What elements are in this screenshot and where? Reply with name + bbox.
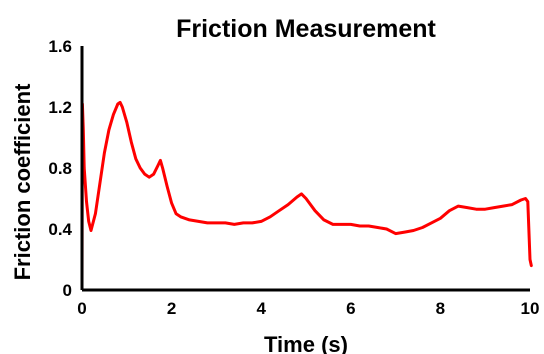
- x-axis-ticks: 0 2 4 6 8 10: [77, 299, 539, 318]
- x-tick-label: 10: [521, 299, 540, 318]
- friction-series-line: [80, 100, 533, 289]
- y-tick-label: 0.4: [48, 220, 72, 239]
- x-tick-label: 8: [436, 299, 445, 318]
- x-tick-label: 6: [346, 299, 355, 318]
- x-tick-label: 4: [256, 299, 266, 318]
- y-tick-label: 0.8: [48, 159, 72, 178]
- y-tick-label: 0: [63, 281, 72, 300]
- y-axis-ticks: 0 0.4 0.8 1.2 1.6: [48, 37, 72, 300]
- plot-area: [80, 100, 533, 289]
- chart-title: Friction Measurement: [176, 15, 436, 43]
- y-axis-label: Friction coefficient: [10, 83, 35, 280]
- x-axis-label: Time (s): [264, 332, 348, 354]
- x-tick-label: 2: [167, 299, 176, 318]
- y-tick-label: 1.6: [48, 37, 72, 56]
- y-tick-label: 1.2: [48, 98, 72, 117]
- x-tick-label: 0: [77, 299, 86, 318]
